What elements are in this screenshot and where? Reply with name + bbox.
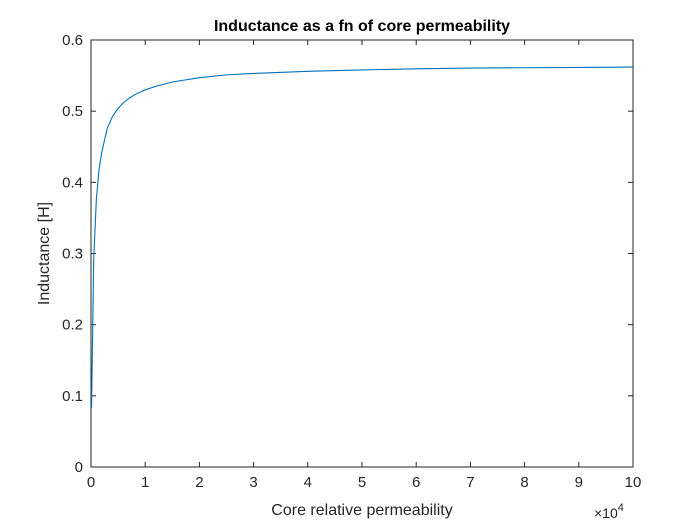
x-tick-label-9: 9 [575, 474, 583, 491]
x-tick-label-0: 0 [87, 474, 95, 491]
y-tick-label-2: 0.2 [62, 317, 83, 334]
x-tick-label-1: 1 [141, 474, 149, 491]
y-axis-ticks: 0 0.1 0.2 0.3 0.4 0.5 0.6 [62, 32, 633, 476]
series-line-0 [90, 66, 634, 408]
y-tick-label-3: 0.3 [62, 246, 83, 263]
x-tick-label-4: 4 [304, 474, 312, 491]
y-tick-label-1: 0.1 [62, 388, 83, 405]
x-axis-ticks: 0 1 2 3 4 5 6 7 8 9 10 [87, 40, 642, 491]
plot-area [90, 39, 634, 468]
x-tick-label-5: 5 [358, 474, 366, 491]
x-axis-exponent-base: ×10 [594, 505, 618, 521]
x-tick-label-8: 8 [520, 474, 528, 491]
y-tick-label-5: 0.5 [62, 103, 83, 120]
x-tick-label-2: 2 [195, 474, 203, 491]
x-axis-label: Core relative permeability [271, 502, 452, 519]
y-tick-label-4: 0.4 [62, 174, 83, 191]
chart-title: Inductance as a fn of core permeability [214, 18, 510, 35]
plot-axes: 0 1 2 3 4 5 6 7 8 9 10 0 0.1 0.2 0.3 0.4 0.5 0.6 [62, 32, 641, 491]
x-axis-exponent: ×104 [594, 502, 624, 521]
y-tick-label-6: 0.6 [62, 32, 83, 49]
x-tick-label-6: 6 [412, 474, 420, 491]
y-tick-label-0: 0 [75, 459, 83, 476]
x-axis-exponent-power: 4 [618, 502, 624, 514]
x-tick-label-3: 3 [249, 474, 257, 491]
x-tick-label-10: 10 [625, 474, 642, 491]
x-tick-label-7: 7 [466, 474, 474, 491]
y-axis-label: Inductance [H] [36, 202, 53, 305]
series-layer [90, 66, 634, 408]
